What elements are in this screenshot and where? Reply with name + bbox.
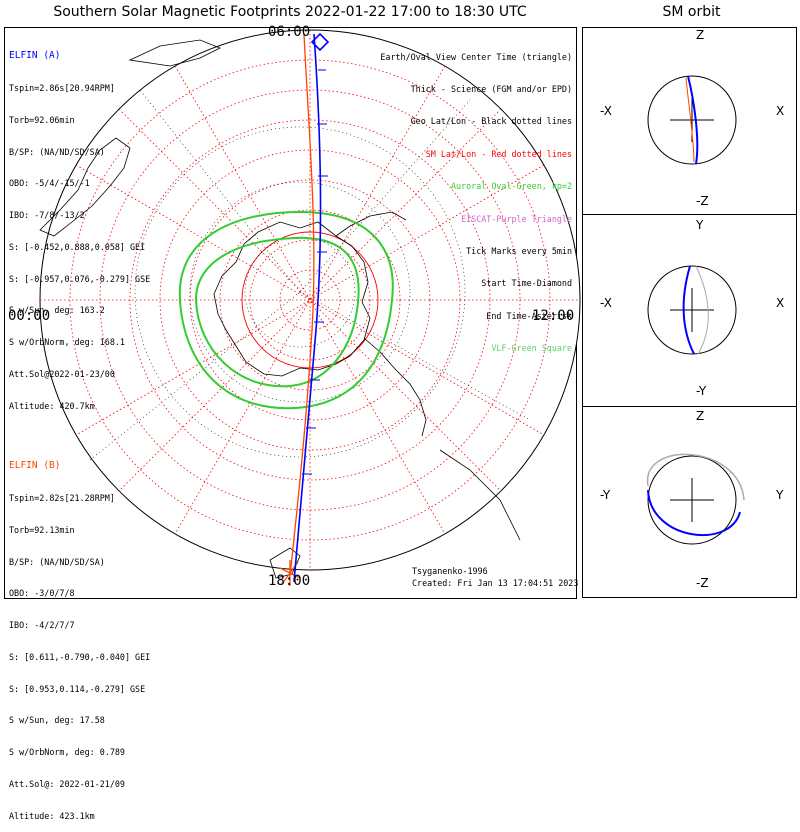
- legend-entry: EISCAT-Purple Triangle: [461, 213, 572, 224]
- orbit-3-left-label: -Y: [600, 488, 611, 502]
- elfin-a-line: Torb=92.06min: [9, 114, 75, 125]
- elfin-a-line: S w/Sun, deg: 163.2: [9, 305, 105, 316]
- orbit-panel-xy: [647, 265, 737, 355]
- elfin-b-info: ELFIN (B) Tspin=2.82s[21.28RPM] Torb=92.…: [9, 440, 150, 832]
- orbit-2-left-label: -X: [600, 296, 612, 310]
- legend-entry: Tick Marks every 5min: [466, 245, 572, 256]
- legend-entry: SM Lat/Lon - Red dotted lines: [425, 148, 572, 159]
- elfin-a-line: B/SP: (NA/ND/SD/SA): [9, 146, 105, 157]
- elfin-b-line: Altitude: 423.1km: [9, 810, 95, 821]
- footprint-track-a: [293, 32, 330, 583]
- track-ticks: [302, 69, 328, 475]
- legend-entry: Auroral Oval-Green, kp=2: [450, 181, 572, 192]
- orbit-panel-xz: [647, 75, 737, 165]
- geo-grid: [89, 89, 531, 461]
- orbit-1-bottom-label: -Z: [696, 194, 709, 208]
- elfin-a-line: Att.Sol@2022-01-23/00: [9, 369, 115, 379]
- orbit-3-right-label: Y: [776, 488, 784, 502]
- elfin-a-line: S w/OrbNorm, deg: 168.1: [9, 337, 125, 348]
- elfin-b-line: S: [0.611,-0.790,-0.040] GEI: [9, 651, 151, 662]
- legend-entry: Start Time-Diamond: [481, 278, 572, 289]
- elfin-a-line: Tspin=2.86s[20.94RPM]: [9, 82, 115, 93]
- orbit-3-bottom-label: -Z: [696, 576, 709, 590]
- elfin-a-line: S: [-0.452,0.888,0.058] GEI: [9, 241, 146, 252]
- footprint-track-b: [279, 33, 315, 586]
- elfin-a-line: Altitude: 420.7km: [9, 400, 95, 411]
- clock-label-top: 06:00: [268, 24, 311, 40]
- orbit-3-top-label: Z: [696, 409, 705, 423]
- orbit-1-top-label: Z: [696, 28, 705, 42]
- elfin-b-line: S: [0.953,0.114,-0.279] GSE: [9, 683, 146, 694]
- model-credit: Tsyganenko-1996: [412, 566, 488, 576]
- legend: Earth/Oval View Center Time (triangle) T…: [380, 30, 572, 365]
- elfin-a-info: ELFIN (A) Tspin=2.86s[20.94RPM] Torb=92.…: [9, 30, 150, 422]
- auroral-oval: [178, 210, 394, 410]
- elfin-b-line: Torb=92.13min: [9, 524, 75, 535]
- legend-entry: Thick - Science (FGM and/or EPD): [410, 83, 572, 94]
- legend-entry: Geo Lat/Lon - Black dotted lines: [410, 116, 572, 127]
- elfin-a-name: ELFIN (A): [9, 50, 61, 62]
- elfin-b-line: Att.Sol@: 2022-01-21/09: [9, 779, 125, 789]
- orbit-1-left-label: -X: [600, 104, 612, 118]
- legend-entry: VLF-Green Square: [491, 343, 572, 354]
- clock-label-right: 12:00: [532, 308, 575, 324]
- elfin-a-line: IBO: -7/8/-13/2: [9, 210, 85, 221]
- orbit-title: SM orbit: [662, 4, 721, 20]
- orbit-1-right-label: X: [776, 104, 785, 118]
- legend-entry: Earth/Oval View Center Time (triangle): [380, 51, 572, 62]
- orbit-2-right-label: X: [776, 296, 785, 310]
- elfin-a-line: S: [-0.957,0.076,-0.279] GSE: [9, 273, 151, 284]
- page-title: Southern Solar Magnetic Footprints 2022-…: [53, 4, 527, 20]
- elfin-b-line: B/SP: (NA/ND/SD/SA): [9, 556, 105, 567]
- elfin-b-line: S w/OrbNorm, deg: 0.789: [9, 747, 125, 758]
- elfin-b-line: Tspin=2.82s[21.28RPM]: [9, 492, 115, 503]
- clock-label-bottom: 18:00: [268, 573, 311, 589]
- elfin-a-line: OBO: -5/4/-15/-1: [9, 178, 90, 189]
- orbit-2-top-label: Y: [696, 218, 704, 232]
- created-timestamp: Created: Fri Jan 13 17:04:51 2023: [412, 578, 579, 588]
- orbit-frame: [582, 27, 797, 598]
- orbit-2-bottom-label: -Y: [696, 384, 707, 398]
- elfin-b-line: IBO: -4/2/7/7: [9, 620, 75, 631]
- elfin-b-name: ELFIN (B): [9, 460, 61, 472]
- legend-entry: End Time-Asterisk: [486, 310, 572, 321]
- clock-label-left: 00:00: [8, 308, 51, 324]
- elfin-b-line: S w/Sun, deg: 17.58: [9, 715, 105, 726]
- orbit-panel-yz: [647, 453, 745, 545]
- elfin-b-line: OBO: -3/0/7/8: [9, 588, 75, 599]
- polar-map: [39, 29, 581, 586]
- main-figure: [4, 27, 797, 599]
